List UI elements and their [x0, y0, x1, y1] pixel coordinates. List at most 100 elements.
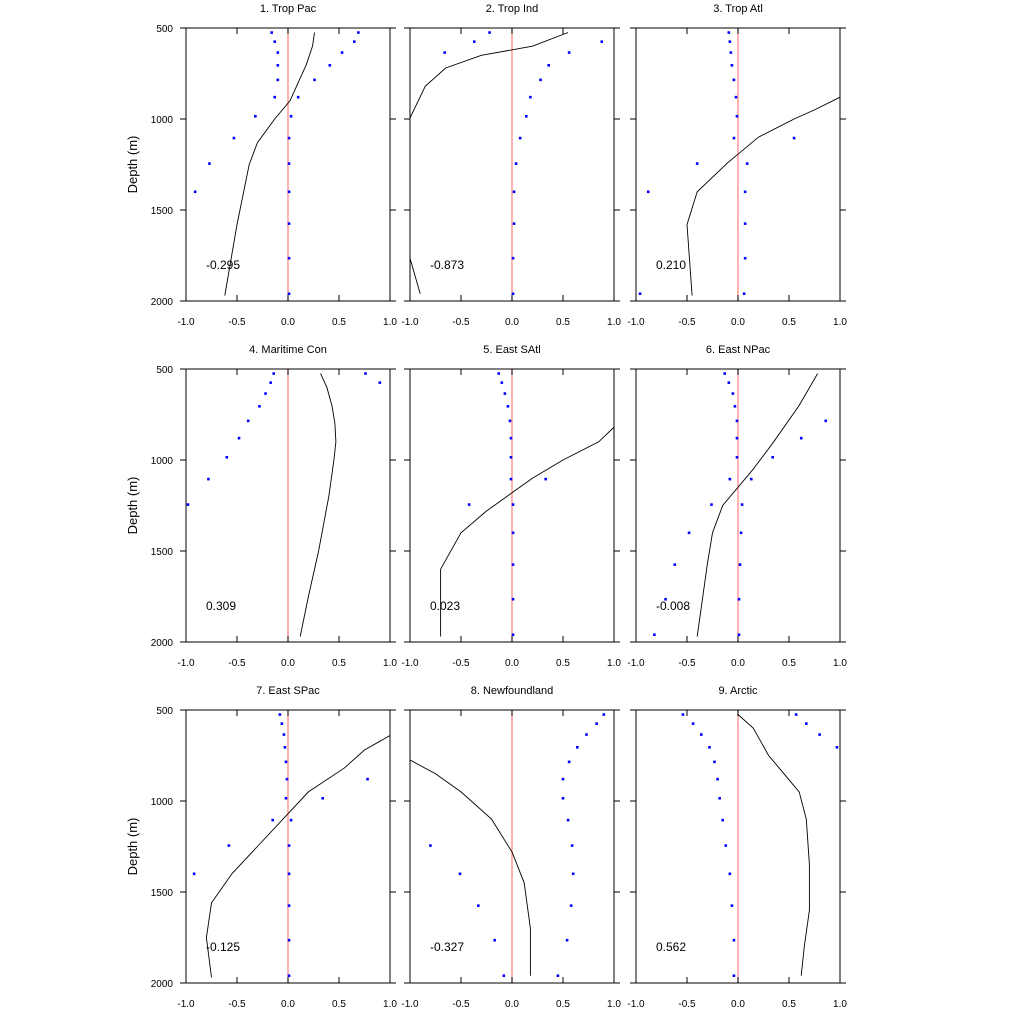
data-point: [728, 872, 732, 876]
data-point: [733, 405, 737, 408]
data-point: [273, 95, 277, 99]
panel-title: 6. East NPac: [706, 344, 771, 356]
data-point: [283, 746, 287, 749]
data-point: [353, 40, 356, 43]
data-point: [730, 64, 734, 67]
data-point: [664, 597, 667, 601]
x-tick-label: 1.0: [833, 999, 847, 1010]
y-tick-label: 1500: [151, 888, 174, 899]
data-point: [708, 746, 711, 749]
data-point: [193, 190, 197, 194]
y-tick-label: 2000: [151, 638, 174, 649]
data-point: [511, 597, 515, 601]
data-point: [497, 372, 501, 375]
data-point: [269, 381, 272, 384]
data-point: [280, 722, 284, 725]
data-point: [378, 381, 382, 384]
y-tick-label: 1000: [151, 797, 174, 808]
x-tick-label: -1.0: [401, 658, 419, 669]
data-point: [477, 904, 480, 907]
data-point: [718, 796, 721, 800]
data-point: [742, 292, 746, 296]
data-point: [493, 938, 496, 942]
correlation-value: -0.295: [206, 258, 240, 272]
data-point: [511, 503, 515, 506]
data-point: [735, 436, 739, 440]
x-tick-label: 0.0: [731, 999, 745, 1010]
data-point: [691, 722, 695, 725]
data-point: [638, 292, 642, 296]
data-point: [287, 872, 291, 876]
data-point: [500, 381, 504, 384]
panel-6: -1.0 -0.5 0.0 0.5 1.0 6. East NPac -0.008: [627, 344, 847, 669]
data-point: [695, 162, 699, 165]
panel-title: 4. Maritime Con: [249, 344, 327, 356]
panel-1: -1.0 -0.5 0.0 0.5 1.0 500 1000 1500 2000 1. Trop …: [125, 3, 397, 328]
data-point: [794, 713, 798, 716]
correlation-value: -0.125: [206, 940, 240, 954]
y-tick-label: 1500: [151, 206, 174, 217]
panel-2: -1.0 -0.5 0.0 0.5 1.0 2. Trop Ind -0.873: [401, 3, 621, 328]
data-point: [561, 796, 565, 800]
data-point: [276, 78, 280, 82]
data-point: [818, 733, 821, 736]
panel-title: 3. Trop Atl: [713, 3, 763, 15]
data-group: [686, 96, 840, 296]
x-tick-label: -0.5: [452, 999, 470, 1010]
correlation-value: 0.309: [206, 599, 236, 613]
data-point: [699, 733, 703, 736]
data-point: [805, 722, 808, 725]
data-point: [273, 40, 277, 43]
correlation-line: [737, 714, 810, 976]
data-point: [727, 381, 731, 384]
data-point: [721, 818, 724, 822]
data-point: [728, 40, 732, 43]
data-point: [488, 31, 491, 34]
data-point: [539, 78, 542, 82]
data-group: [205, 735, 390, 978]
data-point: [186, 503, 190, 506]
data-point: [508, 419, 512, 423]
x-tick-label: 0.5: [556, 658, 570, 669]
data-group: [299, 373, 337, 637]
data-group: [410, 32, 569, 294]
y-tick-label: 1000: [151, 456, 174, 467]
data-point: [278, 713, 282, 716]
data-point: [254, 114, 257, 118]
data-point: [246, 419, 250, 423]
data-point: [357, 31, 360, 34]
data-group: [224, 32, 315, 296]
panel-9: -1.0 -0.5 0.0 0.5 1.0 9. Arctic 0.562: [627, 685, 847, 1010]
correlation-value: 0.562: [656, 940, 686, 954]
data-point: [739, 531, 743, 535]
data-point: [771, 455, 774, 459]
x-tick-label: -0.5: [452, 317, 470, 328]
x-tick-label: -0.5: [228, 317, 246, 328]
data-point: [276, 51, 280, 54]
data-point: [284, 760, 288, 764]
data-point: [575, 746, 579, 749]
data-point: [509, 455, 513, 459]
data-point: [653, 633, 656, 637]
data-point: [749, 477, 753, 481]
data-group: [440, 426, 614, 637]
correlation-value: -0.008: [656, 599, 690, 613]
x-tick-label: 1.0: [383, 317, 397, 328]
data-point: [835, 746, 839, 749]
data-point: [289, 818, 293, 822]
x-tick-label: 0.5: [332, 658, 346, 669]
data-point: [287, 256, 291, 260]
data-point: [731, 392, 735, 395]
data-point: [565, 938, 569, 942]
data-point: [296, 95, 300, 99]
data-point: [569, 904, 573, 907]
data-point: [237, 436, 241, 440]
correlation-line: [410, 32, 569, 119]
correlation-line: [696, 373, 818, 637]
x-tick-label: 1.0: [833, 317, 847, 328]
data-point: [287, 904, 291, 907]
data-point: [740, 503, 744, 506]
panel-7: -1.0 -0.5 0.0 0.5 1.0 500 1000 1500 2000 7. East …: [125, 685, 397, 1010]
